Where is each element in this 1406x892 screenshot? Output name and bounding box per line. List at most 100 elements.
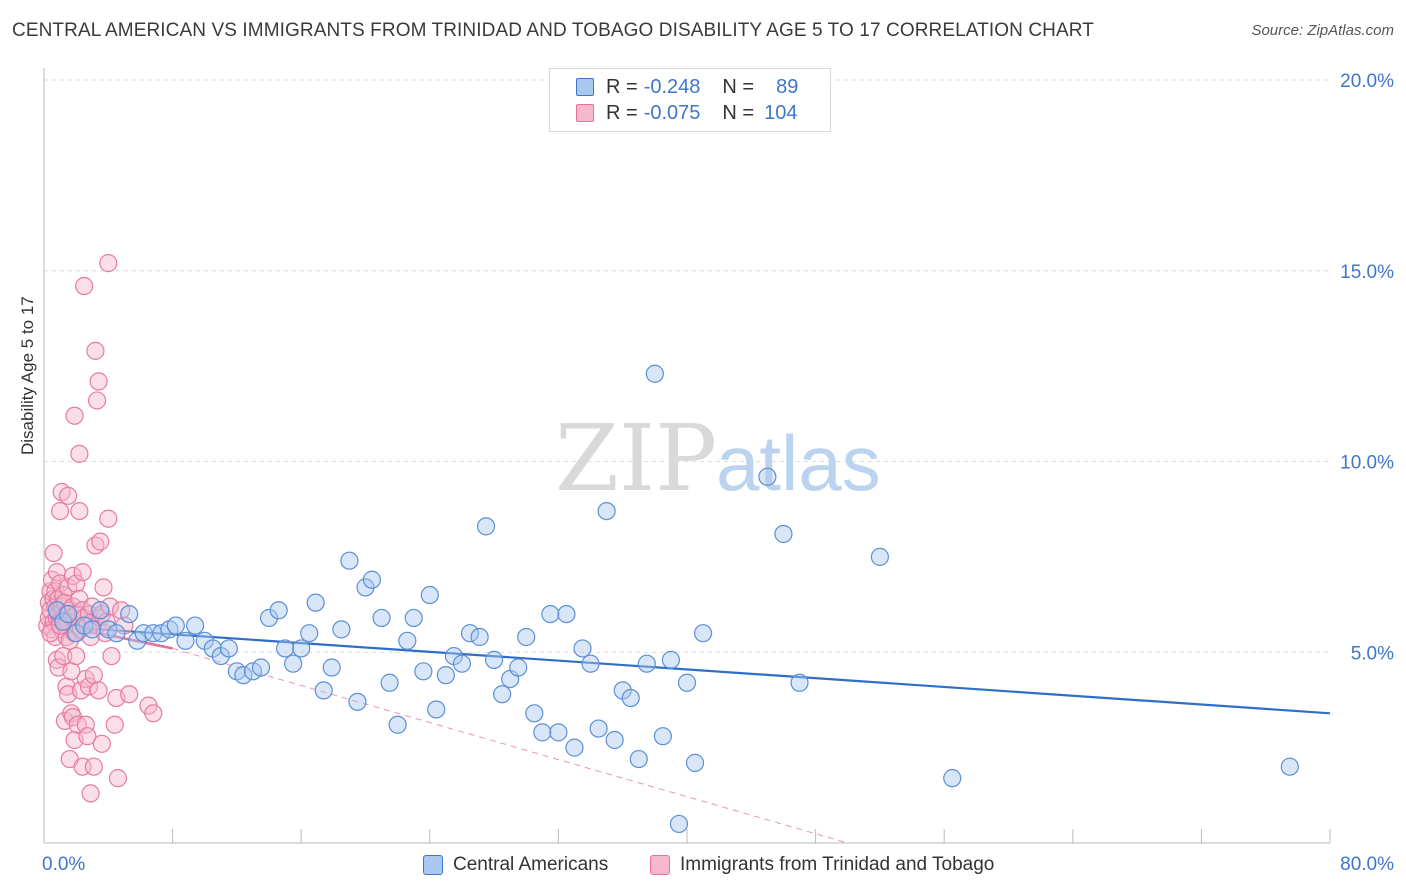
- point-central-americans: [427, 700, 446, 719]
- point-central-americans: [557, 604, 576, 624]
- point-central-americans: [621, 688, 640, 708]
- point-trinidad: [94, 578, 113, 597]
- point-central-americans: [597, 501, 616, 521]
- point-central-americans: [541, 604, 560, 624]
- legend-n-label: N =: [722, 101, 755, 124]
- point-trinidad: [86, 341, 105, 360]
- point-central-americans: [758, 467, 777, 486]
- series-legend-trinidad: Immigrants from Trinidad and Tobago: [650, 852, 994, 878]
- point-trinidad: [81, 627, 100, 647]
- y-tick-label: 10.0%: [1340, 453, 1394, 474]
- point-central-americans: [870, 547, 890, 566]
- point-central-americans: [404, 608, 423, 628]
- watermark: ZIP atlas: [555, 405, 881, 512]
- x-tick-labels: 0.0% 80.0%: [42, 854, 1394, 875]
- point-trinidad: [70, 444, 89, 463]
- point-central-americans: [549, 723, 568, 742]
- point-central-americans: [356, 578, 375, 597]
- gridlines: [44, 79, 1330, 653]
- point-central-americans: [414, 662, 433, 681]
- point-trinidad: [44, 543, 63, 563]
- watermark-atlas: atlas: [716, 419, 881, 507]
- legend-r-value: -0.248: [643, 75, 701, 98]
- trend-line-central-americans-0: [43, 624, 1331, 715]
- point-trinidad: [75, 276, 94, 296]
- point-central-americans: [774, 524, 793, 544]
- point-trinidad: [89, 681, 108, 700]
- point-central-americans: [452, 654, 472, 673]
- point-trinidad: [102, 646, 121, 666]
- point-trinidad: [108, 769, 128, 788]
- trend-lines: [43, 620, 1331, 844]
- point-central-americans: [790, 673, 809, 692]
- point-trinidad: [87, 391, 107, 410]
- legend-swatch-blue: [576, 78, 594, 96]
- legend-row-trinidad: R = -0.075 N = 104: [576, 100, 797, 126]
- chart-title: CENTRAL AMERICAN VS IMMIGRANTS FROM TRIN…: [12, 20, 1094, 41]
- point-central-americans: [493, 685, 512, 704]
- point-central-americans: [91, 601, 110, 620]
- point-central-americans: [645, 364, 664, 383]
- point-central-americans: [300, 624, 319, 643]
- legend-n-value: 89: [776, 75, 799, 98]
- point-central-americans: [259, 608, 279, 628]
- legend-swatch-pink: [576, 104, 594, 122]
- point-central-americans: [340, 551, 359, 570]
- trend-line-trinidad-2: [172, 647, 848, 844]
- point-trinidad: [84, 757, 103, 776]
- x-axis: [43, 68, 1331, 844]
- point-trinidad: [67, 646, 86, 666]
- point-central-americans: [120, 604, 139, 624]
- point-central-americans: [59, 604, 78, 624]
- series-legend-label: Central Americans: [453, 854, 609, 875]
- legend-row-central-americans: R = -0.248 N = 89: [576, 74, 798, 100]
- point-central-americans: [292, 639, 311, 658]
- point-trinidad: [120, 685, 139, 704]
- point-trinidad: [99, 254, 118, 273]
- point-trinidad: [78, 727, 97, 746]
- point-central-americans: [517, 627, 536, 647]
- point-central-americans: [251, 658, 271, 677]
- source-label: Source: ZipAtlas.com: [1251, 22, 1394, 39]
- legend-r-label: R =: [606, 75, 638, 98]
- point-central-americans: [348, 692, 367, 711]
- point-central-americans: [525, 704, 544, 723]
- point-central-americans: [83, 620, 102, 639]
- point-central-americans: [398, 631, 417, 650]
- point-central-americans: [589, 719, 608, 738]
- point-trinidad: [105, 715, 124, 734]
- point-central-americans: [460, 624, 480, 643]
- point-central-americans: [166, 616, 185, 635]
- point-central-americans: [653, 727, 672, 746]
- correlation-legend: R = -0.248 N = 89 R = -0.075 N = 104: [549, 68, 831, 132]
- point-central-americans: [1280, 757, 1299, 776]
- x-tick-label-min: 0.0%: [42, 854, 85, 875]
- point-central-americans: [219, 639, 238, 658]
- point-trinidad: [41, 624, 60, 643]
- point-trinidad: [81, 784, 100, 803]
- point-central-americans: [234, 666, 253, 685]
- point-central-americans: [693, 624, 713, 643]
- point-central-americans: [637, 654, 656, 673]
- point-trinidad: [92, 734, 111, 753]
- point-central-americans: [284, 654, 303, 673]
- point-trinidad: [99, 509, 118, 528]
- point-trinidad: [65, 406, 84, 425]
- point-trinidad: [89, 372, 108, 391]
- legend-r-label: R =: [606, 101, 638, 124]
- series-swatch-blue: [423, 855, 443, 875]
- point-central-americans: [380, 673, 399, 692]
- series-legend-label: Immigrants from Trinidad and Tobago: [680, 854, 995, 875]
- point-central-americans: [565, 738, 584, 757]
- watermark-zip: ZIP: [555, 405, 717, 512]
- point-central-americans: [372, 608, 391, 628]
- point-central-americans: [362, 570, 382, 589]
- legend-r-value: -0.075: [643, 101, 701, 124]
- point-trinidad: [73, 563, 92, 582]
- point-central-americans: [629, 749, 648, 769]
- point-central-americans: [573, 639, 592, 658]
- y-axis-label: Disability Age 5 to 17: [18, 296, 37, 455]
- point-central-americans: [470, 627, 489, 647]
- y-tick-label: 20.0%: [1340, 71, 1394, 92]
